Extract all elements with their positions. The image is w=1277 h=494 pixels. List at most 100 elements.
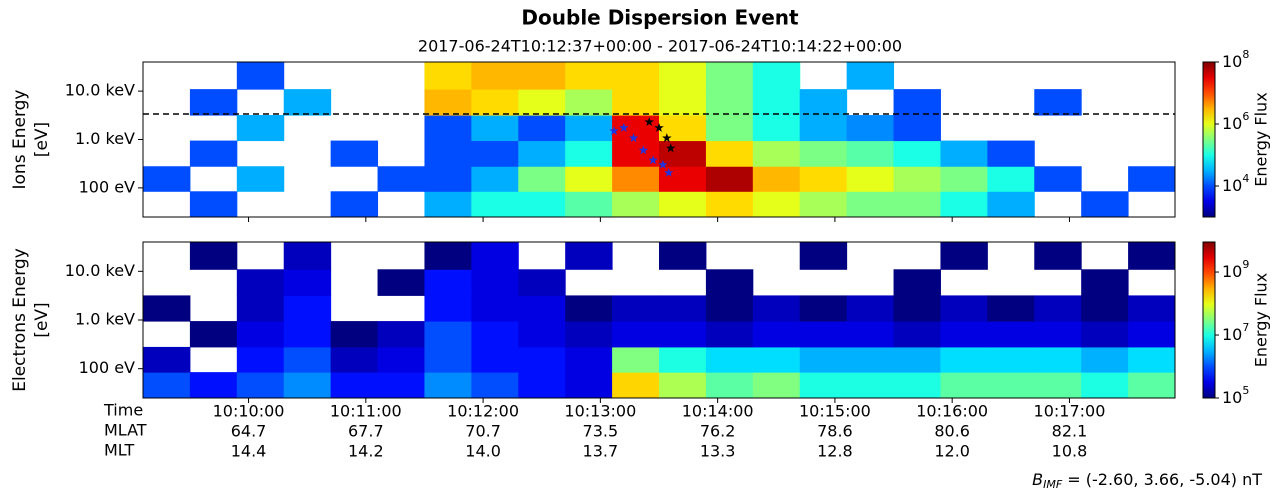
heat-cell — [565, 166, 613, 192]
heat-cell — [752, 191, 801, 218]
heat-cell — [565, 89, 613, 116]
heat-cell — [705, 321, 754, 348]
heat-cell — [1034, 89, 1082, 116]
heat-cell — [1081, 269, 1129, 296]
star-marker — [638, 145, 649, 155]
heat-cell — [893, 115, 941, 142]
mlt-value: 10.8 — [1052, 442, 1088, 461]
heat-cell — [143, 166, 191, 192]
heat-cell — [846, 62, 895, 90]
heat-cell — [1081, 321, 1129, 348]
heat-cell — [799, 242, 848, 270]
imf-text: = (-2.60, 3.66, -5.04) nT — [1062, 470, 1262, 489]
colorbar-tick-base: 10 — [1222, 388, 1242, 407]
heat-cell — [705, 295, 754, 322]
heat-cell — [799, 115, 848, 142]
colorbar-tick-exponent: 6 — [1242, 110, 1249, 123]
heat-cell — [565, 62, 613, 90]
colorbar-tick-label: 109 — [1222, 258, 1249, 281]
heat-cell — [283, 321, 332, 348]
heat-cell — [1081, 346, 1129, 373]
chart-title: Double Dispersion Event — [521, 6, 799, 30]
y-axis-label: Ions Energy — [10, 90, 30, 190]
heat-cell — [518, 62, 566, 90]
colorbar-tick-label: 106 — [1222, 110, 1249, 133]
heat-cell — [799, 89, 848, 116]
heat-cell — [424, 372, 472, 399]
heat-cell — [1128, 166, 1176, 192]
heat-cell — [283, 269, 332, 296]
heat-cell — [330, 191, 379, 218]
heat-cell — [518, 269, 566, 296]
heat-cell — [893, 295, 941, 322]
heat-cell — [565, 372, 613, 399]
heat-cell — [846, 140, 895, 167]
heat-cell — [893, 191, 941, 218]
heat-cell — [752, 140, 801, 167]
heat-cell — [752, 321, 801, 348]
heat-cell — [659, 372, 707, 399]
star-marker — [658, 159, 668, 169]
y-tick-label: 1.0 keV — [75, 310, 135, 329]
heat-cell — [846, 321, 895, 348]
heat-cell — [752, 372, 801, 399]
heat-cell — [424, 321, 472, 348]
imf-subscript: IMF — [1043, 478, 1063, 491]
x-tick-label: 10:15:00 — [799, 402, 871, 421]
heat-cell — [471, 269, 519, 296]
heat-cell — [471, 166, 519, 192]
heat-cell — [987, 166, 1035, 192]
heat-cell — [518, 295, 566, 322]
heat-cell — [471, 115, 519, 142]
heat-cell — [518, 346, 566, 373]
heat-cell — [236, 372, 285, 399]
heat-cell — [799, 166, 848, 192]
heat-cell — [424, 295, 472, 322]
heat-cell — [1128, 346, 1176, 373]
heat-cell — [846, 295, 895, 322]
heat-cell — [377, 269, 425, 296]
heat-cell — [799, 346, 848, 373]
heat-cell — [705, 89, 754, 116]
heat-cell — [659, 191, 707, 218]
mlat-value: 82.1 — [1052, 422, 1088, 441]
heat-cell — [893, 89, 941, 116]
heat-cell — [1034, 166, 1082, 192]
mlt-value: 12.0 — [934, 442, 970, 461]
x-tick-label: 10:11:00 — [330, 402, 402, 421]
heat-cell — [659, 242, 707, 270]
heat-cell — [283, 346, 332, 373]
mlt-value: 14.0 — [465, 442, 501, 461]
heat-cell — [283, 89, 332, 116]
heat-cell — [846, 346, 895, 373]
heat-cell — [705, 140, 754, 167]
heat-cell — [565, 140, 613, 167]
heat-cell — [612, 191, 660, 218]
heat-cell — [1128, 242, 1176, 270]
colorbar-tick-base: 10 — [1222, 176, 1242, 195]
heat-cell — [940, 242, 988, 270]
y-axis-label: Electrons Energy — [10, 248, 30, 392]
heat-cell — [424, 191, 472, 218]
heat-cell — [471, 295, 519, 322]
heat-cell — [705, 166, 754, 192]
heat-cell — [565, 321, 613, 348]
heat-cell — [659, 89, 707, 116]
heat-cell — [752, 346, 801, 373]
heat-cell — [987, 346, 1035, 373]
heat-cell — [987, 321, 1035, 348]
heat-cell — [471, 140, 519, 167]
heat-cell — [189, 372, 238, 399]
heat-cell — [705, 62, 754, 90]
heat-cell — [518, 166, 566, 192]
x-tick-label: 10:10:00 — [213, 402, 285, 421]
heat-cell — [659, 321, 707, 348]
heat-cell — [799, 140, 848, 167]
heat-cell — [377, 321, 425, 348]
row-label: Time — [103, 401, 143, 420]
heat-cell — [659, 62, 707, 90]
mlat-value: 76.2 — [700, 422, 736, 441]
heat-cell — [236, 346, 285, 373]
star-marker — [628, 133, 639, 143]
